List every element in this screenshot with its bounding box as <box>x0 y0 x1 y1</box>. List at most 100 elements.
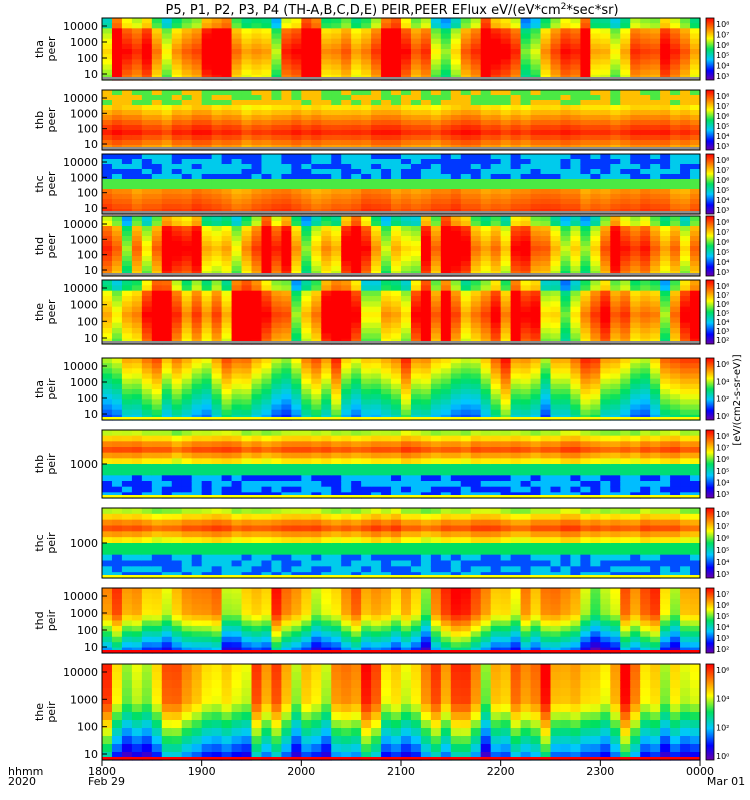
spectrogram-cell <box>221 59 233 66</box>
spectrogram-cell <box>550 169 562 175</box>
spectrogram-cell <box>291 246 302 252</box>
spectrogram-cell <box>191 105 203 111</box>
spectrogram-cell <box>590 125 601 131</box>
spectrogram-cell <box>341 312 352 318</box>
spectrogram-cell <box>460 59 472 66</box>
spectrogram-cell <box>251 105 263 111</box>
spectrogram-cell <box>181 306 193 313</box>
spectrogram-cell <box>341 383 352 390</box>
spectrogram-cell <box>331 194 342 200</box>
spectrogram-cell <box>500 368 512 375</box>
spectrogram-cell <box>161 486 173 493</box>
spectrogram-cell <box>420 333 432 340</box>
spectrogram-cell <box>281 464 292 471</box>
spectrogram-cell <box>530 135 542 141</box>
spectrogram-cell <box>430 251 442 257</box>
spectrogram-cell <box>600 105 611 111</box>
spectrogram-cell <box>281 33 292 40</box>
spectrogram-cell <box>261 64 273 71</box>
spectrogram-cell <box>181 358 193 364</box>
spectrogram-cell <box>660 33 671 40</box>
spectrogram-cell <box>530 59 542 66</box>
spectrogram-cell <box>650 296 661 302</box>
spectrogram-cell <box>600 312 611 318</box>
spectrogram-cell <box>440 256 452 262</box>
spectrogram-cell <box>391 290 402 297</box>
spectrogram-cell <box>540 280 552 286</box>
spectrogram-cell <box>550 358 562 364</box>
spectrogram-cell <box>261 241 273 247</box>
spectrogram-cell <box>540 464 552 471</box>
spectrogram-cell <box>391 125 402 131</box>
spectrogram-cell <box>191 290 203 297</box>
spectrogram-cell <box>211 301 223 308</box>
spectrogram-cell <box>271 317 282 324</box>
spectrogram-cell <box>590 236 601 242</box>
spectrogram-cell <box>381 236 392 242</box>
spectrogram-cell <box>510 389 522 395</box>
spectrogram-cell <box>610 285 621 292</box>
spectrogram-cell <box>440 49 452 55</box>
spectrogram-cell <box>231 301 243 308</box>
spectrogram-cell <box>111 105 123 111</box>
spectrogram-cell <box>281 475 292 482</box>
spectrogram-cell <box>470 236 482 242</box>
spectrogram-cell <box>670 251 681 257</box>
spectrogram-cell <box>550 110 562 116</box>
spectrogram-cell <box>470 33 482 40</box>
spectrogram-cell <box>121 120 133 126</box>
spectrogram-cell <box>251 296 263 302</box>
spectrogram-cell <box>281 383 292 390</box>
spectrogram-cell <box>660 363 671 369</box>
spectrogram-cell <box>371 38 382 45</box>
spectrogram-cell <box>430 409 442 416</box>
spectrogram-cell <box>401 216 412 222</box>
spectrogram-cell <box>560 221 572 227</box>
spectrogram-cell <box>401 110 412 116</box>
spectrogram-cell <box>650 18 661 24</box>
spectrogram-cell <box>540 435 552 442</box>
spectrogram-cell <box>510 373 522 380</box>
spectrogram-cell <box>291 285 302 292</box>
spectrogram-cell <box>570 69 581 76</box>
panel-name-bottom: peer <box>45 107 58 133</box>
spectrogram-cell <box>102 164 113 170</box>
spectrogram-cell <box>550 458 562 465</box>
spectrogram-cell <box>291 404 302 411</box>
spectrogram-cell <box>161 49 173 55</box>
spectrogram-cell <box>510 174 522 180</box>
spectrogram-cell <box>161 464 173 471</box>
spectrogram-cell <box>670 221 681 227</box>
spectrogram-cell <box>690 130 701 136</box>
spectrogram-cell <box>690 328 701 334</box>
spectrogram-cell <box>351 290 362 297</box>
spectrogram-cell <box>420 159 432 165</box>
spectrogram-cell <box>430 256 442 262</box>
spectrogram-cell <box>680 306 691 313</box>
spectrogram-cell <box>490 296 502 302</box>
spectrogram-cell <box>401 241 412 247</box>
spectrogram-cell <box>321 322 332 329</box>
spectrogram-cell <box>211 169 223 175</box>
spectrogram-cell <box>480 64 492 71</box>
spectrogram-cell <box>430 458 442 465</box>
spectrogram-cell <box>351 296 362 302</box>
spectrogram-cell <box>670 125 681 131</box>
colorbar-tick-label: 10⁶ <box>716 112 729 121</box>
spectrogram-cell <box>121 174 133 180</box>
spectrogram-cell <box>520 458 532 465</box>
spectrogram-cell <box>361 90 372 96</box>
spectrogram-cell <box>131 363 143 369</box>
spectrogram-cell <box>450 399 462 406</box>
spectrogram-cell <box>660 394 671 400</box>
spectrogram-cell <box>351 28 362 35</box>
y-tick-label: 1000 <box>70 171 98 184</box>
spectrogram-cell <box>121 430 133 437</box>
spectrogram-cell <box>291 389 302 395</box>
spectrogram-cell <box>490 373 502 380</box>
spectrogram-cell <box>460 43 472 50</box>
spectrogram-cell <box>410 430 422 437</box>
spectrogram-cell <box>151 105 163 111</box>
spectrogram-cell <box>221 49 233 55</box>
spectrogram-cell <box>261 317 273 324</box>
